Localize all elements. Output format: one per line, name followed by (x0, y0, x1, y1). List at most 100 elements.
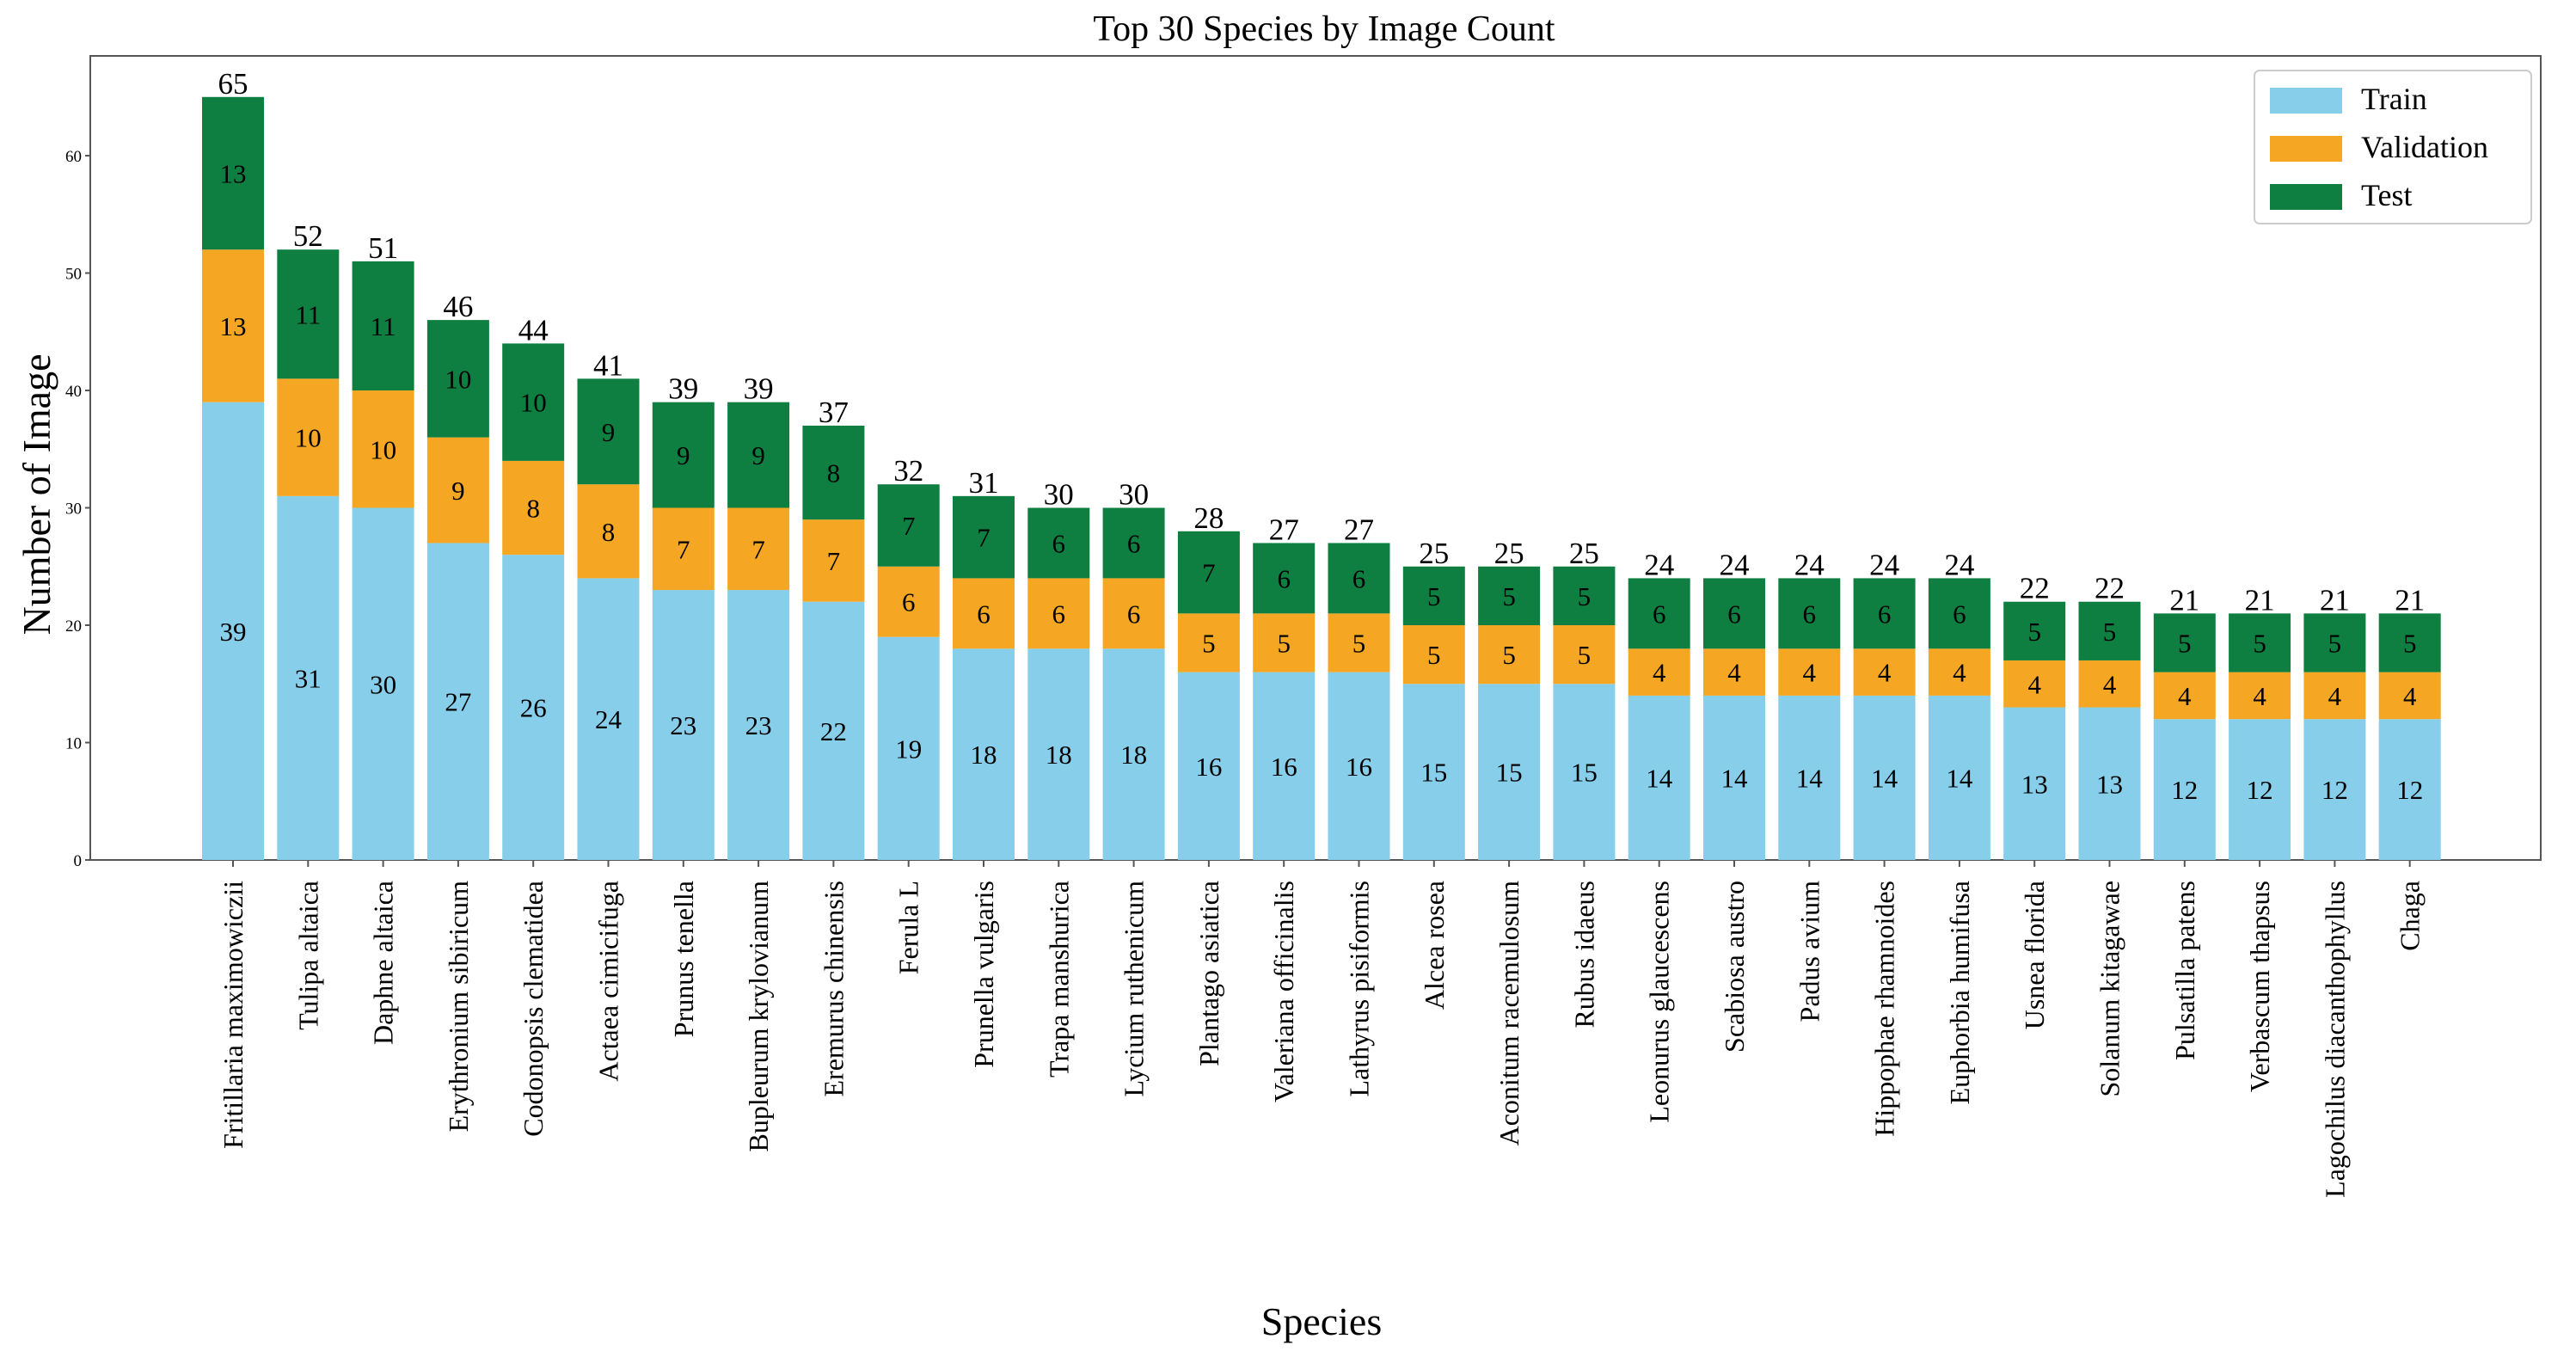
x-tick-label-24: Usnea florida (2019, 881, 2050, 1029)
bar-validation-23 (1928, 648, 1990, 696)
bar-validation-29 (2378, 672, 2441, 720)
bar-test-27 (2229, 613, 2291, 672)
segment-label-test-5: 9 (602, 417, 616, 447)
segment-label-test-16: 5 (1427, 581, 1441, 611)
bar-train-24 (2003, 707, 2066, 860)
total-label-29: 21 (2395, 583, 2425, 617)
segment-label-train-28: 12 (2321, 775, 2348, 805)
total-label-20: 24 (1720, 548, 1750, 581)
segment-label-test-10: 7 (977, 523, 991, 553)
x-tick-label-29: Chaga (2395, 881, 2426, 951)
segment-label-train-21: 14 (1796, 763, 1824, 793)
plot-area-frame (89, 55, 2542, 861)
total-label-5: 41 (593, 348, 623, 382)
y-axis-label: Number of Image (15, 354, 58, 636)
segment-label-validation-24: 4 (2027, 669, 2041, 699)
segment-label-validation-11: 6 (1052, 599, 1066, 629)
total-label-10: 31 (969, 466, 999, 500)
bar-train-15 (1328, 672, 1390, 860)
x-tick-label-19: Leonurus glaucescens (1644, 881, 1675, 1123)
y-axis-ticks: 0 10 20 30 40 50 60 (65, 148, 90, 870)
total-label-16: 25 (1419, 537, 1449, 570)
segment-label-test-24: 5 (2027, 617, 2041, 647)
total-label-14: 27 (1269, 513, 1299, 546)
x-axis-ticks: Fritillaria maximowiczii Tulipa altaica Da… (218, 860, 2426, 1198)
bar-validation-14 (1253, 613, 1316, 672)
segment-label-train-25: 13 (2096, 769, 2123, 799)
segment-label-validation-20: 4 (1727, 658, 1741, 688)
segment-label-validation-25: 4 (2103, 669, 2117, 699)
bar-validation-17 (1478, 625, 1541, 685)
bar-train-22 (1853, 695, 1916, 860)
x-tick-label-3: Erythronium sibiricum (443, 881, 474, 1133)
bar-test-25 (2078, 601, 2141, 660)
bar-test-21 (1778, 578, 1841, 649)
segment-label-validation-12: 6 (1127, 599, 1141, 629)
x-tick-label-11: Trapa manshurica (1043, 881, 1074, 1078)
segment-label-validation-13: 5 (1202, 628, 1216, 658)
segment-label-validation-2: 10 (370, 434, 396, 464)
y-tick-label-0: 0 (74, 852, 83, 870)
x-tick-label-21: Padus avium (1794, 881, 1825, 1022)
bar-validation-19 (1628, 648, 1690, 696)
bar-validation-21 (1778, 648, 1841, 696)
segment-label-validation-19: 4 (1653, 658, 1666, 688)
segment-label-test-29: 5 (2403, 628, 2417, 658)
segment-label-validation-16: 5 (1427, 640, 1441, 670)
bar-test-9 (877, 484, 940, 567)
segment-label-train-24: 13 (2021, 769, 2048, 799)
total-label-15: 27 (1344, 513, 1374, 546)
segment-label-validation-10: 6 (977, 599, 991, 629)
legend-swatch-train (2270, 88, 2342, 114)
bar-test-0 (202, 96, 264, 250)
segment-label-validation-27: 4 (2253, 681, 2266, 711)
bar-test-24 (2003, 601, 2066, 660)
segment-label-train-9: 19 (895, 734, 922, 764)
segment-label-train-16: 15 (1420, 758, 1447, 788)
segment-label-validation-9: 6 (902, 587, 916, 617)
segment-label-train-13: 16 (1195, 752, 1222, 782)
bar-validation-7 (727, 507, 790, 591)
x-tick-label-14: Valeriana officinalis (1268, 881, 1299, 1102)
total-label-13: 28 (1193, 501, 1224, 535)
segment-label-train-22: 14 (1871, 763, 1898, 793)
x-tick-label-28: Lagochilus diacanthophyllus (2319, 881, 2350, 1198)
x-tick-label-13: Plantago asiatica (1193, 881, 1224, 1066)
bar-validation-18 (1553, 625, 1616, 685)
total-label-8: 37 (819, 396, 849, 429)
segment-label-train-6: 23 (670, 710, 696, 740)
y-tick-label-30: 30 (65, 500, 82, 519)
bar-train-26 (2153, 719, 2216, 860)
segment-label-train-18: 15 (1571, 758, 1598, 788)
segment-label-test-7: 9 (751, 440, 765, 470)
total-label-17: 25 (1494, 537, 1524, 570)
segment-label-train-29: 12 (2396, 775, 2423, 805)
total-label-6: 39 (668, 372, 698, 406)
segment-label-train-10: 18 (971, 740, 997, 770)
segment-label-validation-28: 4 (2328, 681, 2342, 711)
segment-label-test-27: 5 (2253, 628, 2266, 658)
segment-label-validation-3: 9 (451, 476, 465, 506)
bar-train-19 (1628, 695, 1690, 860)
bar-validation-0 (202, 249, 264, 402)
bar-validation-3 (426, 437, 489, 543)
bar-test-4 (502, 343, 565, 461)
bar-validation-20 (1703, 648, 1765, 696)
total-label-22: 24 (1869, 548, 1899, 581)
segment-label-test-18: 5 (1578, 581, 1592, 611)
segment-label-test-20: 6 (1727, 599, 1741, 629)
bar-validation-4 (502, 460, 565, 556)
bar-validation-12 (1102, 578, 1165, 649)
segment-label-validation-0: 13 (220, 311, 247, 341)
x-tick-label-12: Lycium ruthenicum (1119, 881, 1150, 1097)
bar-test-10 (953, 495, 1015, 579)
bar-train-17 (1478, 684, 1541, 860)
segment-label-validation-17: 5 (1502, 640, 1516, 670)
segment-label-test-15: 6 (1352, 563, 1366, 593)
segment-label-test-12: 6 (1127, 528, 1141, 558)
x-tick-label-26: Pulsatilla patens (2169, 881, 2200, 1060)
segment-label-validation-7: 7 (751, 534, 765, 564)
legend-label-train: Train (2361, 82, 2427, 116)
segment-label-test-19: 6 (1653, 599, 1666, 629)
bar-test-23 (1928, 578, 1990, 649)
